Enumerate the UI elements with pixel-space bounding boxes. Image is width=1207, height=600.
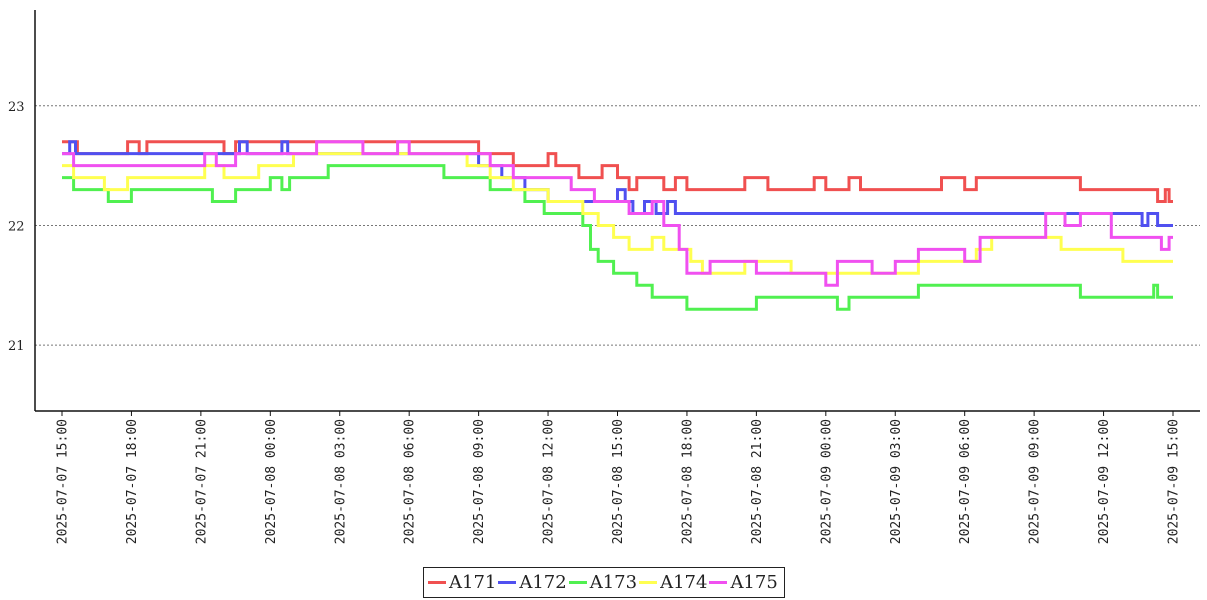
axes <box>34 10 1200 416</box>
series-line-a175 <box>62 140 1173 287</box>
x-tick-label-4: 2025-07-08 03:00 <box>333 419 348 544</box>
x-tick-label-7: 2025-07-08 12:00 <box>542 419 557 544</box>
legend-swatch-a171 <box>428 581 446 584</box>
x-tick-label-15: 2025-07-09 12:00 <box>1097 419 1112 544</box>
legend-item-a175: A175 <box>709 572 778 593</box>
legend-item-a173: A173 <box>568 572 638 593</box>
legend-item-a171: A171 <box>428 572 496 593</box>
legend-label-a174: A174 <box>660 572 708 593</box>
x-tick-label-16: 2025-07-09 15:00 <box>1167 419 1182 544</box>
x-tick-labels: 2025-07-07 15:00 2025-07-07 18:00 2025-07-… <box>56 419 1182 544</box>
legend-label-a175: A175 <box>730 572 778 593</box>
legend-label-a172: A172 <box>519 572 567 593</box>
series-lines <box>62 140 1173 311</box>
y-tick-labels: 21 22 23 <box>8 100 25 354</box>
x-tick-label-14: 2025-07-09 09:00 <box>1028 419 1043 544</box>
x-tick-label-11: 2025-07-09 00:00 <box>819 419 834 544</box>
x-tick-label-9: 2025-07-08 18:00 <box>680 419 695 544</box>
legend-swatch-a172 <box>498 581 517 584</box>
series-line-a173 <box>62 164 1173 311</box>
x-tick-label-3: 2025-07-08 00:00 <box>264 419 279 544</box>
legend-item-a172: A172 <box>498 572 567 593</box>
x-tick-label-10: 2025-07-08 21:00 <box>750 419 765 544</box>
x-tick-label-8: 2025-07-08 15:00 <box>611 419 626 544</box>
series-line-a174 <box>62 152 1173 275</box>
x-tick-label-6: 2025-07-08 09:00 <box>472 419 487 544</box>
series-line-a172 <box>62 140 1173 227</box>
x-tick-label-2: 2025-07-07 21:00 <box>194 419 209 544</box>
legend-swatch-a173 <box>568 581 587 584</box>
x-tick-label-0: 2025-07-07 15:00 <box>56 419 71 544</box>
legend-item-a174: A174 <box>639 572 707 593</box>
legend-swatch-a175 <box>709 581 728 584</box>
y-tick-label-23: 23 <box>8 100 25 115</box>
y-tick-label-22: 22 <box>8 219 25 234</box>
legend-label-a173: A173 <box>589 572 638 593</box>
legend-swatch-a174 <box>639 581 658 584</box>
y-tick-label-21: 21 <box>8 339 25 354</box>
x-tick-label-1: 2025-07-07 18:00 <box>125 419 140 544</box>
x-tick-label-5: 2025-07-08 06:00 <box>403 419 418 544</box>
legend-label-a171: A171 <box>449 572 497 593</box>
x-tick-label-12: 2025-07-09 03:00 <box>889 419 904 544</box>
x-tick-label-13: 2025-07-09 06:00 <box>958 419 973 544</box>
chart-legend: A171 A172 A173 A174 A175 <box>423 567 785 598</box>
